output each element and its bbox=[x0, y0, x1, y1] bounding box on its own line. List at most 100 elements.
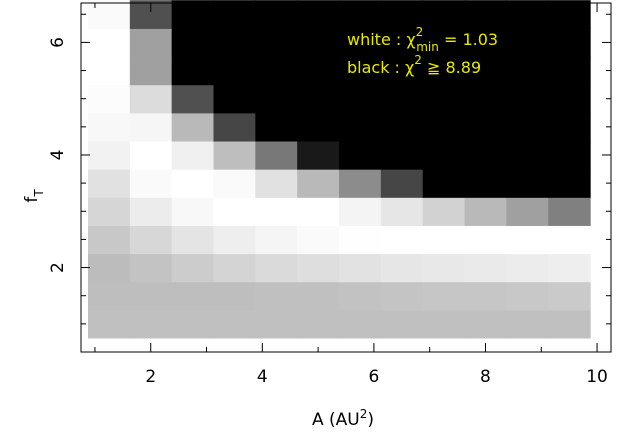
heatmap-cell bbox=[130, 310, 172, 339]
heatmap-cell bbox=[339, 113, 381, 142]
heatmap-cell bbox=[465, 85, 507, 114]
heatmap-cell bbox=[214, 225, 256, 254]
heatmap-cell bbox=[297, 282, 339, 311]
heatmap-cell bbox=[423, 113, 465, 142]
heatmap-cell bbox=[214, 169, 256, 198]
heatmap-cell bbox=[172, 253, 214, 282]
heatmap-cell bbox=[130, 141, 172, 170]
heatmap-cell bbox=[172, 28, 214, 57]
heatmap-cell bbox=[339, 197, 381, 226]
heatmap-cell bbox=[506, 141, 548, 170]
heatmap-cell bbox=[548, 197, 590, 226]
heatmap-cell bbox=[506, 113, 548, 142]
heatmap-cell bbox=[548, 113, 590, 142]
heatmap-cell bbox=[214, 197, 256, 226]
heatmap-cell bbox=[465, 253, 507, 282]
heatmap-cell bbox=[130, 253, 172, 282]
heatmap-cell bbox=[88, 0, 130, 29]
heatmap-cell bbox=[214, 56, 256, 85]
heatmap-cell bbox=[255, 225, 297, 254]
y-tick-label: 4 bbox=[48, 150, 68, 161]
heatmap-cell bbox=[214, 253, 256, 282]
heatmap-cell bbox=[297, 28, 339, 57]
heatmap-cell bbox=[214, 282, 256, 311]
heatmap-cell bbox=[548, 225, 590, 254]
heatmap-cell bbox=[88, 253, 130, 282]
heatmap-cell bbox=[130, 169, 172, 198]
heatmap-cell bbox=[423, 225, 465, 254]
heatmap-cell bbox=[339, 253, 381, 282]
heatmap-cell bbox=[339, 0, 381, 29]
heatmap-cell bbox=[465, 282, 507, 311]
heatmap-cell bbox=[130, 197, 172, 226]
heatmap-cell bbox=[172, 56, 214, 85]
heatmap-cell bbox=[506, 225, 548, 254]
heatmap-cell bbox=[506, 310, 548, 339]
heatmap-cell bbox=[88, 197, 130, 226]
heatmap-cell bbox=[214, 85, 256, 114]
heatmap-cell bbox=[130, 28, 172, 57]
heatmap-cell bbox=[423, 253, 465, 282]
heatmap-cell bbox=[214, 0, 256, 29]
heatmap-cell bbox=[297, 225, 339, 254]
y-tick-label: 6 bbox=[48, 37, 68, 48]
y-tick-label: 2 bbox=[48, 262, 68, 273]
heatmap-cell bbox=[506, 197, 548, 226]
heatmap-cell bbox=[255, 56, 297, 85]
heatmap-cell bbox=[255, 141, 297, 170]
heatmap-cell bbox=[130, 282, 172, 311]
heatmap-cell bbox=[339, 282, 381, 311]
heatmap-cell bbox=[548, 56, 590, 85]
heatmap-cell bbox=[88, 225, 130, 254]
heatmap-cell bbox=[381, 197, 423, 226]
heatmap-cell bbox=[381, 310, 423, 339]
heatmap-cell bbox=[506, 282, 548, 311]
heatmap-cell bbox=[255, 310, 297, 339]
y-axis-label: fT bbox=[22, 189, 46, 203]
heatmap-cell bbox=[548, 0, 590, 29]
heatmap-cell bbox=[506, 253, 548, 282]
heatmap-cell bbox=[423, 0, 465, 29]
heatmap-cell bbox=[130, 56, 172, 85]
heatmap-cell bbox=[88, 141, 130, 170]
heatmap-cell bbox=[214, 113, 256, 142]
x-tick-label: 2 bbox=[145, 367, 156, 387]
heatmap-cell bbox=[465, 225, 507, 254]
heatmap-cell bbox=[297, 310, 339, 339]
heatmap-cell bbox=[381, 225, 423, 254]
heatmap-cell bbox=[297, 85, 339, 114]
heatmap-cell bbox=[506, 169, 548, 198]
heatmap-cell bbox=[255, 197, 297, 226]
heatmap-cell bbox=[88, 169, 130, 198]
heatmap-cell bbox=[172, 197, 214, 226]
heatmap-cell bbox=[548, 85, 590, 114]
heatmap-cell bbox=[297, 197, 339, 226]
heatmap-cell bbox=[339, 169, 381, 198]
x-tick-label: 6 bbox=[368, 367, 379, 387]
heatmap-cell bbox=[297, 113, 339, 142]
heatmap-cell bbox=[130, 85, 172, 114]
heatmap-cell bbox=[548, 253, 590, 282]
heatmap-cell bbox=[172, 141, 214, 170]
heatmap-cell bbox=[88, 28, 130, 57]
heatmap-cell bbox=[130, 113, 172, 142]
heatmap-cell bbox=[88, 56, 130, 85]
heatmap-cell bbox=[423, 310, 465, 339]
heatmap-cell bbox=[381, 253, 423, 282]
heatmap-cell bbox=[297, 169, 339, 198]
heatmap-cell bbox=[381, 113, 423, 142]
heatmap-cell bbox=[88, 113, 130, 142]
heatmap-cell bbox=[465, 310, 507, 339]
heatmap-cell bbox=[88, 85, 130, 114]
heatmap-cell bbox=[339, 310, 381, 339]
heatmap-cell bbox=[255, 85, 297, 114]
heatmap-cell bbox=[423, 141, 465, 170]
heatmap-cell bbox=[339, 225, 381, 254]
heatmap-cell bbox=[88, 282, 130, 311]
heatmap-cell bbox=[506, 56, 548, 85]
heatmap-cell bbox=[423, 197, 465, 226]
heatmap-cell bbox=[214, 141, 256, 170]
heatmap-cell bbox=[255, 28, 297, 57]
heatmap-cell bbox=[172, 85, 214, 114]
heatmap-cell bbox=[297, 253, 339, 282]
